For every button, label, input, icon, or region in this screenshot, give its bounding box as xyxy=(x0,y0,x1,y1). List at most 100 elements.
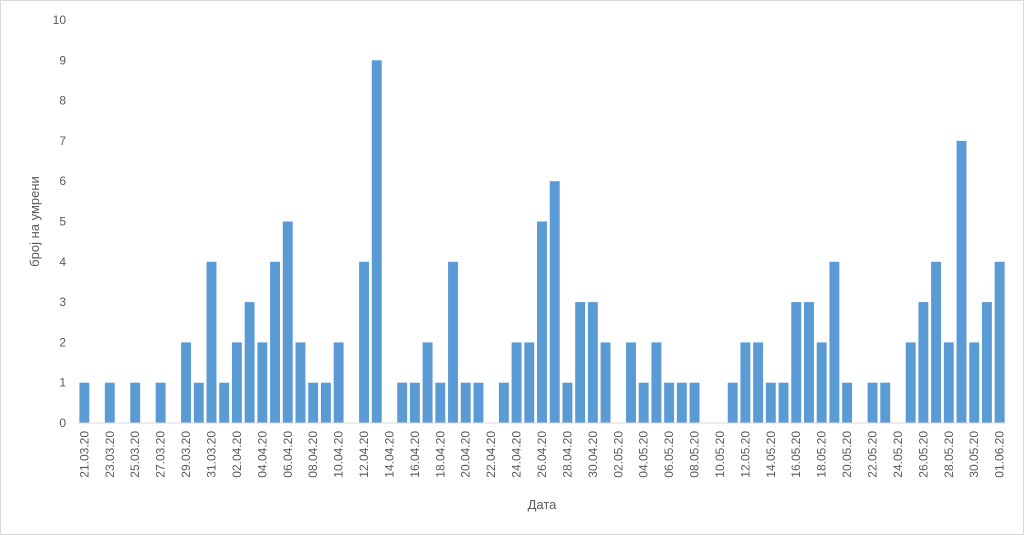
y-tick-label: 9 xyxy=(59,53,66,67)
bar xyxy=(918,302,929,423)
x-axis-title: Дата xyxy=(528,497,558,512)
x-tick-label: 12.05.20 xyxy=(738,431,752,478)
bar xyxy=(448,261,458,423)
bar xyxy=(600,342,611,423)
bar xyxy=(270,261,280,423)
y-tick-label: 2 xyxy=(59,335,66,349)
x-tick-label: 16.05.20 xyxy=(789,431,803,478)
bar xyxy=(193,382,204,423)
y-tick-label: 3 xyxy=(59,295,66,309)
x-tick-label: 26.05.20 xyxy=(916,431,930,478)
x-tick-label: 28.05.20 xyxy=(942,431,956,478)
x-tick-label: 04.04.20 xyxy=(255,431,269,478)
bar xyxy=(829,261,840,423)
bar xyxy=(816,342,827,423)
bar xyxy=(943,342,954,423)
x-tick-label: 25.03.20 xyxy=(128,431,142,478)
bar xyxy=(460,382,471,423)
x-tick-label: 04.05.20 xyxy=(637,431,651,478)
x-tick-label: 02.05.20 xyxy=(611,431,625,478)
x-tick-label: 24.05.20 xyxy=(891,431,905,478)
bar xyxy=(333,342,344,423)
x-tick-label: 21.03.20 xyxy=(77,431,91,478)
x-tick-label: 29.03.20 xyxy=(179,431,193,478)
x-tick-label: 28.04.20 xyxy=(560,431,574,478)
bar xyxy=(181,342,192,423)
bar xyxy=(282,221,293,423)
bar xyxy=(435,382,446,423)
bar xyxy=(969,342,980,423)
y-tick-label: 4 xyxy=(59,255,66,269)
x-tick-label: 16.04.20 xyxy=(408,431,422,478)
bar xyxy=(79,382,90,423)
bar xyxy=(791,302,802,423)
x-tick-label: 14.04.20 xyxy=(382,431,396,478)
x-tick-label: 20.05.20 xyxy=(840,431,854,478)
x-tick-label: 22.05.20 xyxy=(866,431,880,478)
y-tick-label: 1 xyxy=(59,376,66,390)
bar xyxy=(397,382,408,423)
x-tick-label: 12.04.20 xyxy=(357,431,371,478)
bar xyxy=(295,342,306,423)
bar xyxy=(753,342,764,423)
y-tick-label: 10 xyxy=(53,13,67,27)
bar xyxy=(981,302,992,423)
bar xyxy=(651,342,662,423)
bar xyxy=(257,342,268,423)
bar xyxy=(231,342,242,423)
y-axis-title: број на умрени xyxy=(27,176,42,267)
x-tick-label: 18.05.20 xyxy=(815,431,829,478)
bar xyxy=(562,382,573,423)
x-tick-label: 06.04.20 xyxy=(281,431,295,478)
x-tick-label: 18.04.20 xyxy=(433,431,447,478)
bar xyxy=(778,382,789,423)
bar xyxy=(524,342,535,423)
x-tick-label: 10.04.20 xyxy=(332,431,346,478)
x-tick-label: 08.05.20 xyxy=(688,431,702,478)
x-tick-label: 20.04.20 xyxy=(459,431,473,478)
bar xyxy=(219,382,230,423)
x-axis-ticks: 21.03.20 23.03.20 25.03.20 27.03.20 29.03.20… xyxy=(77,431,1006,478)
bar xyxy=(549,181,560,423)
bar xyxy=(880,382,891,423)
bar xyxy=(371,60,382,424)
y-tick-label: 6 xyxy=(59,174,66,188)
bar xyxy=(994,261,1005,423)
bar xyxy=(537,221,547,423)
bar xyxy=(244,302,255,423)
bar xyxy=(511,342,522,423)
y-tick-label: 8 xyxy=(59,94,66,108)
bar xyxy=(130,382,141,423)
bar xyxy=(359,261,369,423)
bar xyxy=(155,382,166,423)
bar xyxy=(740,342,751,423)
bar xyxy=(765,382,776,423)
x-tick-label: 30.05.20 xyxy=(967,431,981,478)
bar xyxy=(867,382,878,423)
bar xyxy=(587,302,598,423)
x-tick-label: 23.03.20 xyxy=(103,431,117,478)
bar xyxy=(804,302,814,423)
x-tick-label: 30.04.20 xyxy=(586,431,600,478)
bar xyxy=(689,382,700,423)
x-tick-label: 24.04.20 xyxy=(510,431,524,478)
x-tick-label: 10.05.20 xyxy=(713,431,727,478)
bar xyxy=(473,382,484,423)
bar xyxy=(409,382,420,423)
x-tick-label: 22.04.20 xyxy=(484,431,498,478)
bar xyxy=(498,382,509,423)
bar xyxy=(676,382,687,423)
y-tick-label: 5 xyxy=(59,215,66,229)
bar xyxy=(664,382,675,423)
bar xyxy=(956,140,967,423)
bar xyxy=(842,382,853,423)
x-tick-label: 31.03.20 xyxy=(204,431,218,478)
x-tick-label: 02.04.20 xyxy=(230,431,244,478)
bar xyxy=(727,382,738,423)
y-axis-ticks: 0 1 2 3 4 5 6 7 8 9 10 xyxy=(53,13,67,430)
x-tick-label: 08.04.20 xyxy=(306,431,320,478)
bar xyxy=(931,261,942,423)
bar xyxy=(320,382,331,423)
